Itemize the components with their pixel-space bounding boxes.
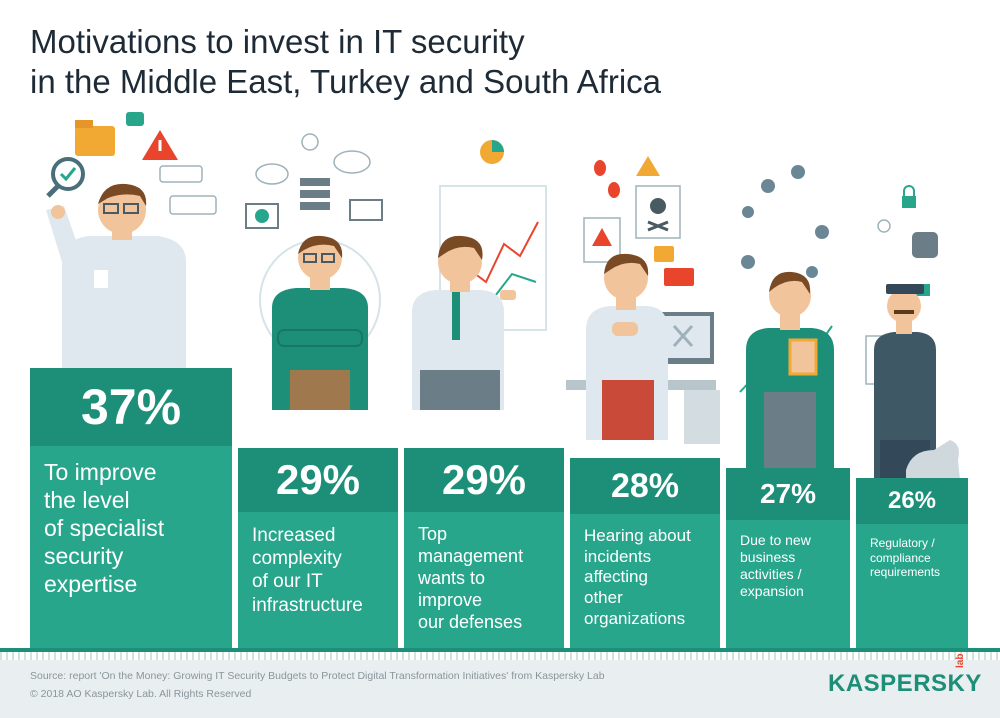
cloud-icon bbox=[255, 133, 371, 185]
label-line: activities / bbox=[740, 566, 802, 583]
label-line: improve bbox=[418, 589, 483, 610]
label-line: business bbox=[740, 549, 796, 566]
label-line: other bbox=[584, 588, 623, 608]
figure-incidents bbox=[566, 253, 720, 444]
label-line: our defenses bbox=[418, 611, 523, 632]
label-line: affecting bbox=[584, 567, 648, 587]
label-line: requirements bbox=[870, 565, 941, 580]
document-icon bbox=[583, 217, 694, 286]
bar-3: 29% Top management wants to improve our defen… bbox=[404, 448, 564, 650]
logo-lab: lab bbox=[955, 653, 966, 668]
figure-regulatory bbox=[865, 284, 962, 500]
bar-value-label: 29% bbox=[404, 448, 564, 512]
figure-infrastructure bbox=[259, 235, 381, 410]
baseline-pattern bbox=[0, 652, 1000, 660]
label-line: Hearing about bbox=[584, 526, 691, 545]
bar-value-label: 28% bbox=[570, 458, 720, 514]
bar-category-label: Hearing about incidents affecting other orga… bbox=[584, 526, 712, 630]
bar-category-label: Due to new business activities / expansion bbox=[740, 532, 842, 600]
copyright: © 2018 AO Kaspersky Lab. All Rights Rese… bbox=[30, 688, 252, 700]
bar-category-label: Increased complexity of our IT infrastructu… bbox=[252, 524, 390, 617]
bar-value-label: 27% bbox=[726, 468, 850, 520]
label-line: Top bbox=[418, 524, 448, 544]
skull-icon bbox=[635, 185, 681, 239]
label-line: incidents bbox=[584, 546, 652, 566]
bar-value-label: 29% bbox=[238, 448, 398, 512]
lock-icon bbox=[902, 185, 916, 208]
warning-icon bbox=[142, 130, 178, 160]
bar-category-label: To improve the level of specialist security… bbox=[44, 458, 224, 598]
title-line-1: Motivations to invest in IT security bbox=[30, 23, 525, 60]
figure-management bbox=[412, 185, 547, 410]
source-note: Source: report 'On the Money: Growing IT… bbox=[30, 670, 605, 682]
label-line: of specialist bbox=[44, 515, 165, 542]
map-pin-icon bbox=[741, 165, 829, 278]
label-line: Regulatory / bbox=[870, 536, 935, 550]
footer: Source: report 'On the Money: Growing IT… bbox=[0, 654, 1000, 718]
search-icon bbox=[46, 157, 85, 198]
bug-icon bbox=[594, 156, 660, 198]
figure-expansion bbox=[739, 271, 834, 480]
label-line: organizations bbox=[584, 608, 686, 628]
bar-category-label: Regulatory / compliance requirements bbox=[870, 536, 960, 580]
label-line: of our IT bbox=[252, 571, 323, 593]
page-title: Motivations to invest in IT security in … bbox=[30, 22, 970, 102]
label-line: Increased bbox=[252, 525, 336, 546]
bar-5: 27% Due to new business activities / expansi… bbox=[726, 468, 850, 650]
label-line: security bbox=[44, 543, 124, 570]
label-line: management bbox=[418, 545, 524, 566]
label-line: expertise bbox=[44, 571, 138, 598]
bar-2: 29% Increased complexity of our IT infrastru… bbox=[238, 448, 398, 650]
label-line: wants to bbox=[418, 567, 486, 588]
folder-icon bbox=[75, 120, 115, 156]
label-line: complexity bbox=[252, 548, 342, 570]
label-line: expansion bbox=[740, 583, 804, 600]
figure-specialist bbox=[46, 183, 186, 370]
baseline bbox=[0, 648, 1000, 652]
label-line: Due to new bbox=[740, 532, 811, 548]
bar-4: 28% Hearing about incidents affecting other o… bbox=[570, 458, 720, 650]
kaspersky-logo: KASPERSKY bbox=[828, 670, 982, 697]
bar-category-label: Top management wants to improve our defenses bbox=[418, 524, 556, 634]
chart-icon bbox=[245, 140, 504, 229]
bar-6: 26% Regulatory / compliance requirements bbox=[856, 478, 968, 650]
title-line-2: in the Middle East, Turkey and South Afr… bbox=[30, 63, 662, 100]
bar-value-label: 26% bbox=[856, 478, 968, 524]
chat-icon bbox=[126, 112, 217, 215]
bar-value-label: 37% bbox=[30, 368, 232, 446]
server-icon bbox=[300, 178, 383, 221]
label-line: compliance bbox=[870, 550, 931, 565]
bar-1: 37% To improve the level of specialist secur… bbox=[30, 368, 232, 650]
label-line: infrastructure bbox=[252, 594, 363, 616]
label-line: the level bbox=[44, 487, 130, 514]
label-line: To improve bbox=[44, 459, 157, 485]
